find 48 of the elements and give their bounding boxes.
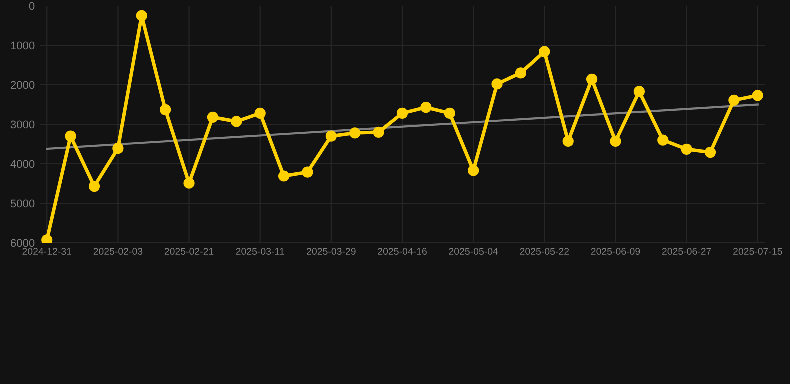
x-tick-label: 2025-05-04 [449, 248, 498, 255]
point [231, 116, 242, 128]
point [610, 136, 622, 148]
point [136, 10, 148, 22]
point [373, 126, 384, 138]
point [160, 104, 172, 116]
point [88, 180, 100, 192]
point [634, 86, 645, 98]
y-tick-label: 4000 [10, 160, 35, 168]
point [420, 102, 432, 114]
point [112, 143, 124, 154]
y-tick-label: 0 [29, 2, 35, 10]
point [350, 128, 361, 139]
point [326, 130, 337, 142]
point [586, 74, 598, 86]
point [681, 144, 692, 155]
point [278, 170, 290, 182]
point [207, 112, 219, 123]
x-tick-label: 2025-05-22 [520, 248, 570, 255]
point [184, 178, 195, 189]
point [468, 165, 480, 176]
x-tick-label: 2025-03-11 [236, 248, 284, 255]
x-tick-label: 2025-07-15 [734, 248, 782, 255]
point [254, 108, 266, 119]
x-tick-label: 2025-02-03 [94, 248, 143, 255]
point [396, 108, 408, 119]
x-tick-label: 2025-06-09 [591, 248, 640, 255]
point [492, 78, 503, 90]
y-tick-label: 6000 [10, 239, 35, 248]
point [539, 46, 550, 58]
point [658, 134, 669, 146]
point [562, 136, 574, 148]
point [728, 94, 740, 106]
point [65, 130, 76, 142]
x-tick-label: 2025-06-27 [662, 248, 712, 255]
point [704, 146, 716, 158]
x-tick-label: 2024-12-31 [22, 248, 72, 255]
x-tick-label: 2025-04-16 [378, 248, 427, 255]
y-tick-label: 5000 [10, 200, 35, 208]
point [444, 108, 456, 119]
x-tick-label: 2025-03-29 [307, 248, 356, 255]
point [752, 90, 764, 102]
y-tick-label: 2000 [10, 81, 35, 90]
y-tick-label: 3000 [10, 120, 35, 129]
y-tick-label: 1000 [11, 42, 35, 50]
x-tick-label: 2025-02-21 [164, 248, 214, 255]
point [302, 166, 314, 178]
point [515, 68, 527, 79]
